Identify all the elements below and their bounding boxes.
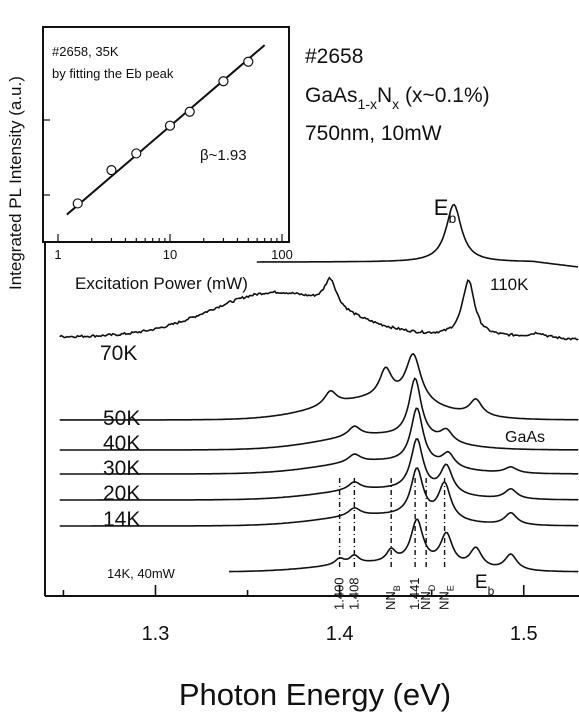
- main-x-tick-label: 1.5: [510, 623, 538, 645]
- temperature-label: 70K: [100, 342, 137, 365]
- inset-x-axis-label: Excitation Power (mW): [75, 274, 248, 293]
- inset-point: [164, 120, 176, 131]
- inset-point: [72, 198, 83, 209]
- sample-info: #2658 GaAs1-xNx (x~0.1%) 750nm, 10mW: [305, 45, 490, 145]
- excitation-conditions: 750nm, 10mW: [305, 122, 442, 145]
- material-b: N: [377, 84, 392, 107]
- peak-marker-label: NNE: [437, 585, 456, 610]
- inset-fit-line: [66, 44, 266, 216]
- inset-point: [243, 56, 254, 67]
- peak-marker-label: NND: [418, 584, 437, 610]
- inset-x-tick-label: 1: [54, 247, 61, 262]
- temperature-label: 50K: [103, 407, 140, 430]
- temperature-label: 14K: [103, 508, 140, 531]
- inset-title-line-2: by fitting the Eb peak: [52, 66, 174, 81]
- temperature-label: 110K: [490, 275, 529, 294]
- main-y-axis-label: Integrated PL Intensity (a.u.): [6, 76, 25, 290]
- temperature-label: 30K: [103, 457, 140, 480]
- material-b-subscript: x: [392, 96, 399, 112]
- inset-point: [106, 165, 117, 176]
- inset-point: [218, 76, 229, 87]
- peak-marker-label: NNB: [383, 585, 402, 610]
- sample-id: #2658: [305, 45, 363, 68]
- material-a: GaAs: [305, 84, 358, 107]
- temperature-label: 14K, 40mW: [107, 566, 176, 581]
- inset-point: [131, 148, 142, 159]
- temperature-label: 40K: [103, 432, 140, 455]
- inset-fit: [66, 44, 266, 216]
- inset-point: [184, 106, 195, 117]
- inset-data-points: [72, 56, 254, 209]
- inset-slope-label: β~1.93: [200, 147, 247, 164]
- temperature-label: 20K: [103, 482, 140, 505]
- spectrum-70k: [59, 276, 579, 341]
- main-x-tick-label: 1.3: [142, 623, 170, 645]
- composition: (x~0.1%): [399, 84, 489, 107]
- inset-ticks: [43, 119, 283, 242]
- spectrum-40k: [59, 377, 579, 451]
- peak-label-eb-top: Eb: [434, 195, 457, 226]
- peak-label-gaas: GaAs: [505, 429, 545, 446]
- peak-marker-label: 1.408: [346, 577, 361, 610]
- main-x-tick-labels: 1.3 1.4 1.5: [142, 623, 538, 645]
- inset-x-tick-label: 10: [163, 247, 177, 262]
- inset-title-line-1: #2658, 35K: [52, 44, 119, 59]
- peak-label-eb-bottom: Eb: [475, 572, 495, 598]
- spectrum-50k: [59, 352, 579, 421]
- spectra-series: [59, 203, 579, 573]
- inset-x-tick-label: 100: [271, 247, 293, 262]
- main-x-tick-label: 1.4: [326, 623, 354, 645]
- inset-plot: 1 10 100 #2658, 35K by fitting the Eb peak…: [42, 26, 293, 293]
- material-a-subscript: 1-x: [358, 96, 377, 112]
- main-x-ticks: [62, 585, 525, 596]
- spectrum-110k: [256, 203, 579, 268]
- peak-marker-label: 1.400: [332, 577, 347, 610]
- inset-x-tick-labels: 1 10 100: [54, 247, 292, 262]
- peak-marker-label: 1.441: [407, 577, 422, 610]
- main-x-axis-label: Photon Energy (eV): [179, 677, 451, 712]
- sample-material: GaAs1-xNx (x~0.1%): [305, 84, 490, 112]
- spectrum-30k: [59, 407, 579, 475]
- spectrum-14k: [59, 467, 579, 527]
- spectrum-14k-40mw: [229, 518, 579, 573]
- spectrum-20k: [59, 438, 579, 501]
